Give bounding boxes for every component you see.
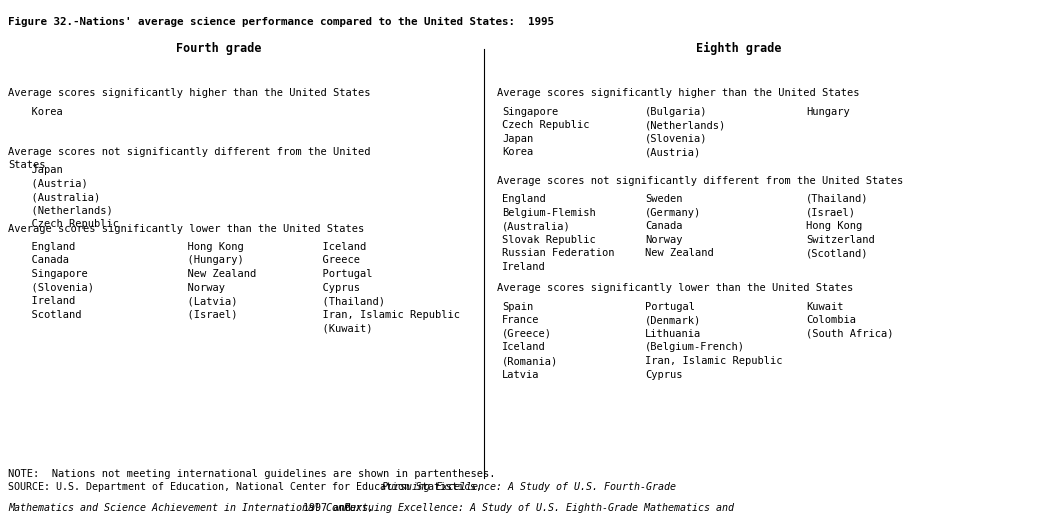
Text: Hungary: Hungary	[806, 107, 850, 116]
Text: Korea: Korea	[19, 107, 62, 116]
Text: Average scores significantly lower than the United States: Average scores significantly lower than …	[8, 224, 365, 233]
Text: Portugal
(Denmark)
Lithuania
(Belgium-French)
Iran, Islamic Republic
Cyprus: Portugal (Denmark) Lithuania (Belgium-Fr…	[645, 302, 782, 380]
Text: Figure 32.-Nations' average science performance compared to the United States:  : Figure 32.-Nations' average science perf…	[8, 17, 554, 27]
Text: Hong Kong
  (Hungary)
  New Zealand
  Norway
  (Latvia)
  (Israel): Hong Kong (Hungary) New Zealand Norway (…	[175, 242, 256, 320]
Text: Mathematics and Science Achievement in International Context,: Mathematics and Science Achievement in I…	[8, 503, 374, 513]
Text: Pursuing Excellence: A Study of U.S. Eighth-Grade Mathematics and: Pursuing Excellence: A Study of U.S. Eig…	[344, 503, 734, 513]
Text: (Bulgaria)
(Netherlands)
(Slovenia)
(Austria): (Bulgaria) (Netherlands) (Slovenia) (Aus…	[645, 107, 726, 158]
Text: Iceland
  Greece
  Portugal
  Cyprus
  (Thailand)
  Iran, Islamic Republic
  (Ku: Iceland Greece Portugal Cyprus (Thailand…	[310, 242, 460, 333]
Text: England
  Canada
  Singapore
  (Slovenia)
  Ireland
  Scotland: England Canada Singapore (Slovenia) Irel…	[19, 242, 94, 320]
Text: Japan
  (Austria)
  (Australia)
  (Netherlands)
  Czech Republic: Japan (Austria) (Australia) (Netherlands…	[19, 165, 119, 229]
Text: Sweden
(Germany)
Canada
Norway
New Zealand: Sweden (Germany) Canada Norway New Zeala…	[645, 194, 713, 258]
Text: Eighth grade: Eighth grade	[696, 42, 781, 55]
Text: Spain
France
(Greece)
Iceland
(Romania)
Latvia: Spain France (Greece) Iceland (Romania) …	[502, 302, 558, 380]
Text: Fourth grade: Fourth grade	[176, 42, 261, 55]
Text: Average scores not significantly different from the United
States: Average scores not significantly differe…	[8, 147, 371, 170]
Text: Kuwait
Colombia
(South Africa): Kuwait Colombia (South Africa)	[806, 302, 893, 339]
Text: NOTE:  Nations not meeting international guidelines are shown in partentheses.: NOTE: Nations not meeting international …	[8, 469, 496, 479]
Text: SOURCE: U.S. Department of Education, National Center for Education Statistics,: SOURCE: U.S. Department of Education, Na…	[8, 482, 483, 492]
Text: England
Belgium-Flemish
(Australia)
Slovak Republic
Russian Federation
Ireland: England Belgium-Flemish (Australia) Slov…	[502, 194, 615, 272]
Text: Pursuing Excellence: A Study of U.S. Fourth-Grade: Pursuing Excellence: A Study of U.S. Fou…	[382, 482, 676, 492]
Text: Average scores not significantly different from the United States: Average scores not significantly differe…	[497, 176, 904, 186]
Text: Average scores significantly higher than the United States: Average scores significantly higher than…	[497, 88, 860, 98]
Text: 1997 and: 1997 and	[297, 503, 357, 513]
Text: Average scores significantly lower than the United States: Average scores significantly lower than …	[497, 283, 854, 293]
Text: (Thailand)
(Israel)
Hong Kong
Switzerland
(Scotland): (Thailand) (Israel) Hong Kong Switzerlan…	[806, 194, 875, 258]
Text: Singapore
Czech Republic
Japan
Korea: Singapore Czech Republic Japan Korea	[502, 107, 590, 158]
Text: Average scores significantly higher than the United States: Average scores significantly higher than…	[8, 88, 371, 98]
